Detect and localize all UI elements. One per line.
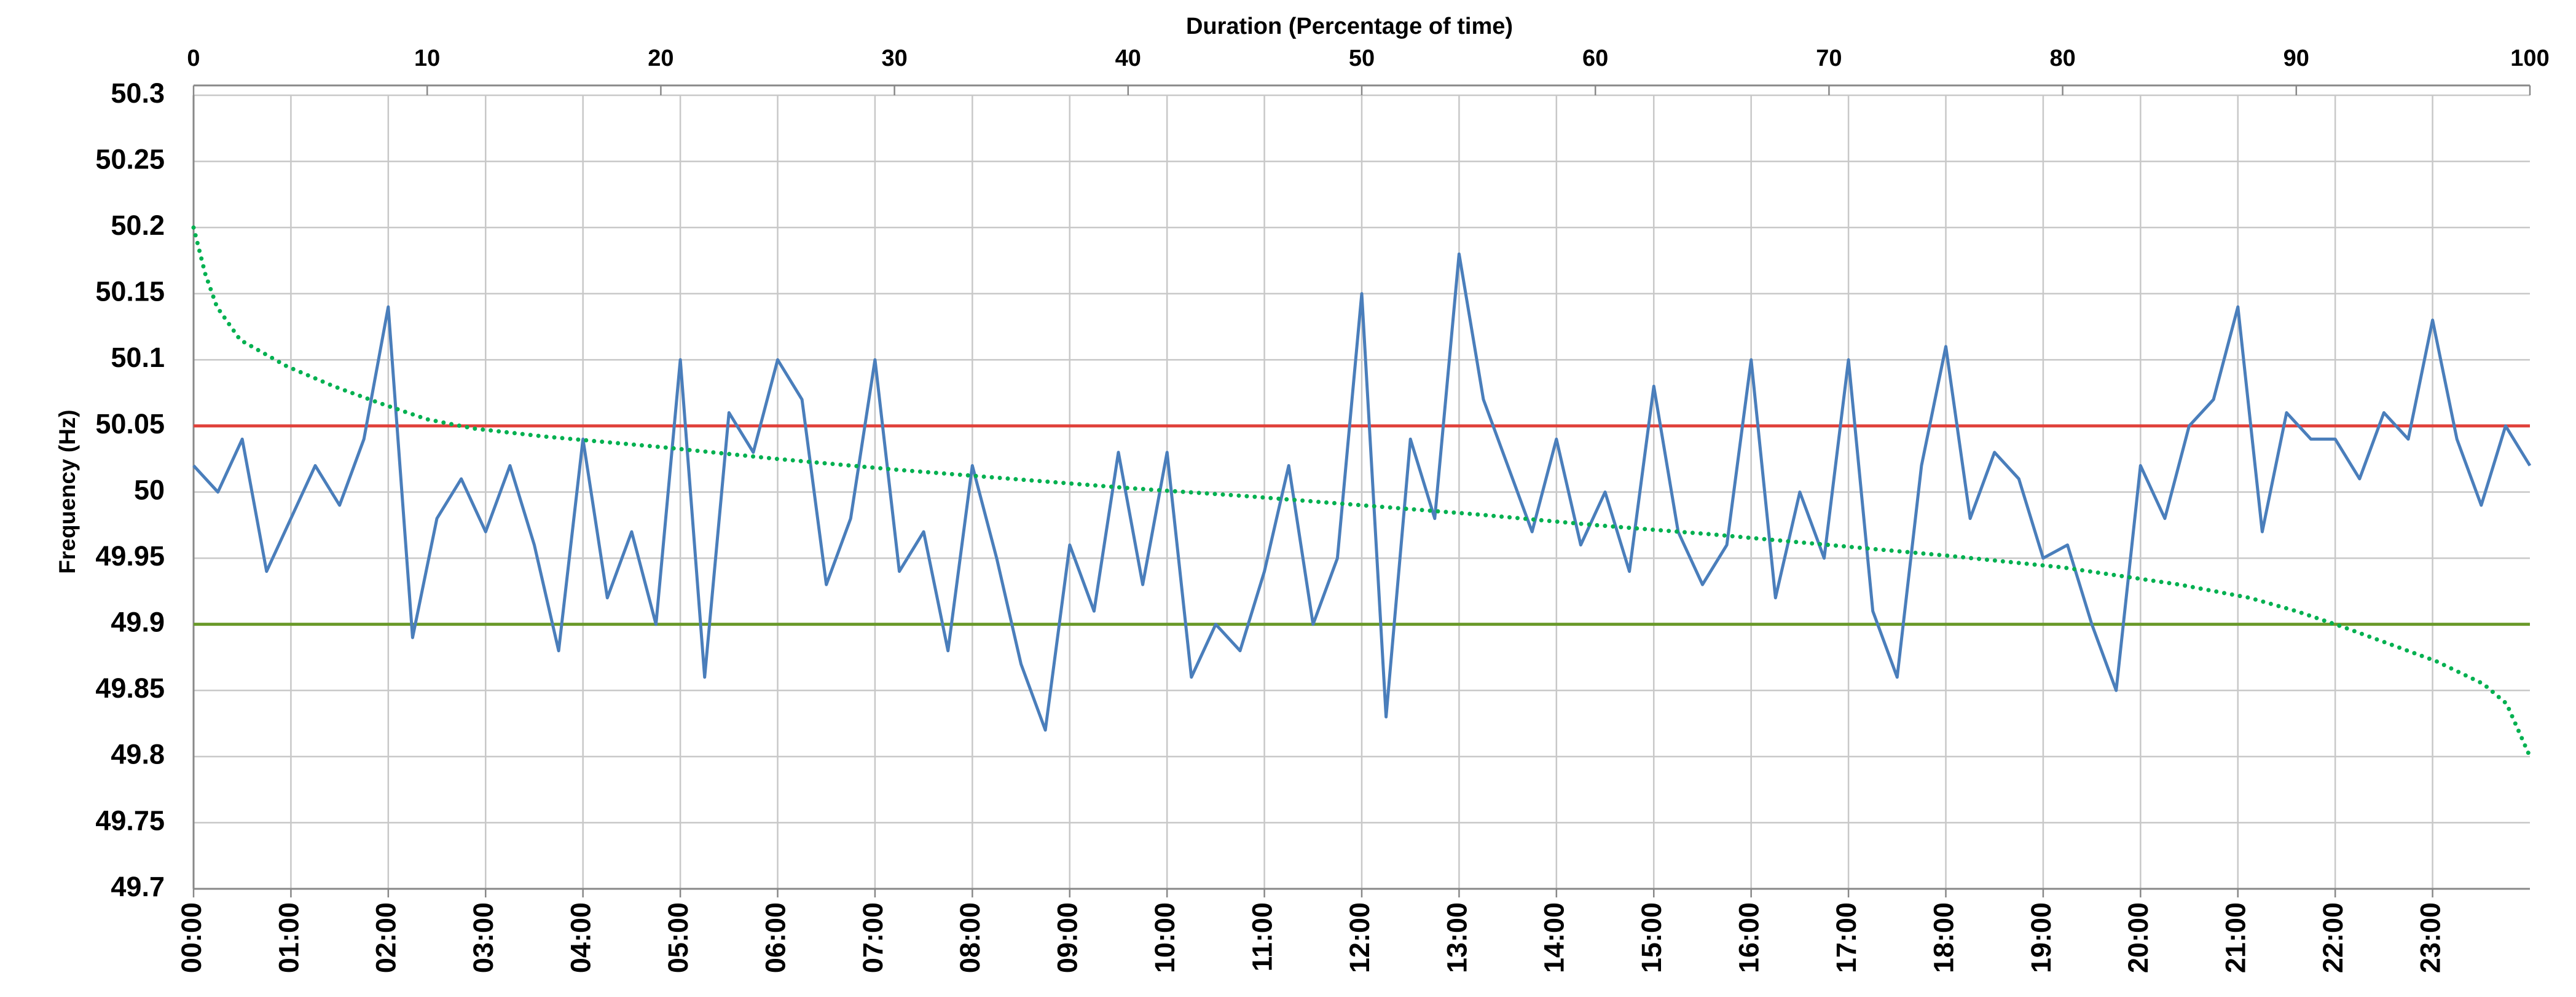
x2-tick-label: 50 (1349, 45, 1375, 71)
x-tick-label: 11:00 (1246, 902, 1278, 972)
x-tick-label: 07:00 (857, 902, 889, 973)
y-tick-label: 49.9 (111, 607, 165, 638)
y-tick-label: 49.8 (111, 739, 165, 770)
x2-tick-label: 20 (648, 45, 673, 71)
x-tick-label: 17:00 (1831, 902, 1862, 973)
x-tick-label: 14:00 (1539, 902, 1570, 973)
x2-tick-label: 40 (1115, 45, 1141, 71)
x-tick-label: 18:00 (1928, 902, 1959, 973)
y-tick-label: 50.05 (95, 408, 165, 439)
x-tick-label: 02:00 (371, 902, 402, 973)
y-tick-label: 50.2 (111, 210, 165, 241)
x2-tick-label: 0 (187, 45, 200, 71)
x-tick-label: 06:00 (760, 902, 791, 973)
y-tick-label: 49.7 (111, 871, 165, 902)
x-tick-label: 08:00 (954, 902, 986, 973)
y-tick-label: 50.1 (111, 342, 165, 373)
y-tick-label: 50.25 (95, 143, 165, 175)
x-tick-label: 20:00 (2122, 902, 2154, 973)
y-tick-label: 50.15 (95, 276, 165, 307)
x-tick-label: 10:00 (1149, 902, 1180, 973)
y-axis-title: Frequency (Hz) (55, 409, 80, 573)
x2-tick-label: 90 (2283, 45, 2309, 71)
x-tick-label: 19:00 (2025, 902, 2057, 973)
x-tick-label: 09:00 (1052, 902, 1083, 973)
x-tick-label: 15:00 (1636, 902, 1667, 973)
x2-tick-label: 100 (2510, 45, 2549, 71)
x2-tick-label: 60 (1582, 45, 1608, 71)
y-tick-label: 50 (134, 474, 165, 505)
x2-tick-label: 30 (881, 45, 907, 71)
x-tick-label: 22:00 (2317, 902, 2349, 973)
x2-tick-label: 80 (2049, 45, 2075, 71)
y-tick-label: 49.75 (95, 805, 165, 836)
y-tick-label: 49.95 (95, 540, 165, 572)
x2-tick-label: 10 (414, 45, 440, 71)
x2-axis-title: Duration (Percentage of time) (1186, 14, 1513, 39)
frequency-line (192, 252, 2532, 732)
x-tick-label: 01:00 (273, 902, 304, 973)
x2-tick-label: 70 (1816, 45, 1842, 71)
x-tick-label: 03:00 (468, 902, 499, 973)
y-tick-label: 49.85 (95, 672, 165, 704)
x-tick-label: 00:00 (176, 902, 207, 973)
x-tick-label: 05:00 (662, 902, 694, 973)
x-tick-label: 04:00 (565, 902, 597, 973)
x-tick-label: 16:00 (1734, 902, 1765, 973)
x-tick-label: 13:00 (1441, 902, 1472, 973)
x-tick-label: 23:00 (2414, 902, 2446, 973)
y-tick-label: 50.3 (111, 77, 165, 109)
x-tick-label: 21:00 (2220, 902, 2252, 973)
x-tick-label: 12:00 (1344, 902, 1375, 973)
